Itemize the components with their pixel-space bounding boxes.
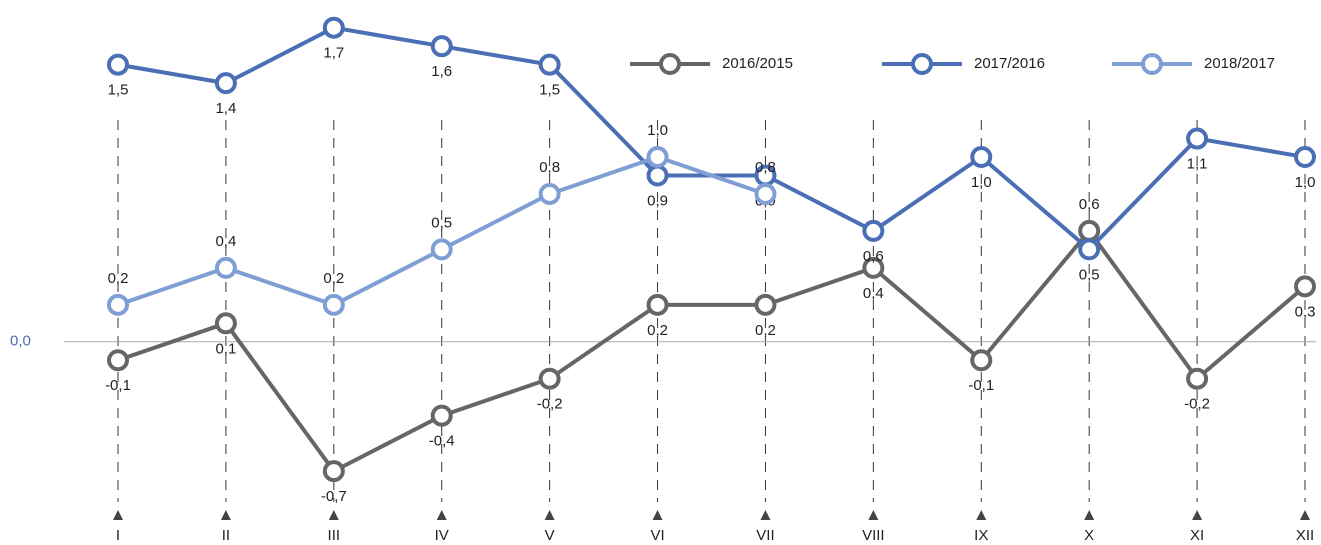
x-tick-label: X xyxy=(1084,527,1094,544)
x-tick-label: VI xyxy=(650,527,664,544)
y-tick-label: 0,0 xyxy=(10,333,31,350)
point xyxy=(430,404,453,427)
point xyxy=(646,164,669,187)
data-label: 0,8 xyxy=(755,159,776,176)
data-label: 0,1 xyxy=(215,340,236,357)
axis-arrow xyxy=(544,510,555,520)
data-label: 1,5 xyxy=(108,82,129,99)
data-label: 0,6 xyxy=(1079,196,1100,213)
axis-arrow xyxy=(113,510,123,520)
legend-marker xyxy=(1141,53,1163,75)
x-tick-label: XII xyxy=(1296,527,1314,544)
data-label: 1,1 xyxy=(1187,156,1208,173)
data-label: 1,5 xyxy=(539,82,560,99)
legend-marker xyxy=(911,53,933,75)
data-label: 0,2 xyxy=(108,270,129,287)
data-label: 0,8 xyxy=(539,159,560,176)
data-label: -0,2 xyxy=(537,396,563,413)
x-tick-label: III xyxy=(328,527,341,544)
point xyxy=(862,256,885,279)
point xyxy=(1186,127,1209,150)
data-label: 1,0 xyxy=(647,122,668,139)
axis-arrow xyxy=(976,510,987,520)
x-tick-label: XI xyxy=(1190,527,1204,544)
data-label: 0,2 xyxy=(755,322,776,339)
point xyxy=(1294,146,1316,169)
point xyxy=(214,312,237,335)
axis-arrow xyxy=(1192,510,1203,520)
data-label: 1,7 xyxy=(323,45,344,62)
x-tick-label: V xyxy=(545,527,555,544)
data-label: -0,7 xyxy=(321,488,347,505)
legend-label: 2018/2017 xyxy=(1204,55,1275,72)
point xyxy=(1078,219,1101,242)
data-label: -0,1 xyxy=(105,377,131,394)
data-label: 0,4 xyxy=(215,233,236,250)
legend-marker xyxy=(659,53,681,75)
point xyxy=(754,182,777,205)
axis-arrow xyxy=(1084,510,1095,520)
point xyxy=(322,460,345,483)
axis-arrow xyxy=(1300,510,1310,520)
axis-arrow xyxy=(868,510,879,520)
data-label: -0,2 xyxy=(1184,396,1210,413)
data-label: 0,5 xyxy=(431,214,452,231)
axis-arrow xyxy=(220,510,231,520)
data-label: -0,4 xyxy=(429,433,455,450)
point xyxy=(1078,238,1101,261)
point xyxy=(538,182,561,205)
series-line xyxy=(117,25,1306,253)
data-label: 0,4 xyxy=(863,285,884,302)
data-label: 1,0 xyxy=(971,174,992,191)
axis-arrow xyxy=(328,510,339,520)
data-label: 0,5 xyxy=(1079,266,1100,283)
point xyxy=(538,53,561,76)
legend-label: 2017/2016 xyxy=(974,55,1045,72)
data-label: 0,2 xyxy=(647,322,668,339)
point xyxy=(107,349,129,372)
point xyxy=(646,293,669,316)
data-label: 0,9 xyxy=(647,192,668,209)
data-label: 0,6 xyxy=(863,248,884,265)
point xyxy=(646,146,669,169)
point xyxy=(322,293,345,316)
point xyxy=(970,146,993,169)
point xyxy=(1294,275,1316,298)
x-tick-label: IX xyxy=(974,527,988,544)
point xyxy=(107,53,129,76)
data-label: 0,2 xyxy=(323,270,344,287)
x-tick-label: VIII xyxy=(862,527,885,544)
point xyxy=(430,35,453,58)
x-tick-label: I xyxy=(116,527,120,544)
point xyxy=(214,72,237,95)
legend-label: 2016/2015 xyxy=(722,55,793,72)
series-line xyxy=(117,227,1307,474)
point xyxy=(107,293,129,316)
data-label: 0,3 xyxy=(1295,303,1316,320)
x-tick-label: VII xyxy=(756,527,774,544)
point xyxy=(538,367,561,390)
point xyxy=(754,293,777,316)
point xyxy=(970,349,993,372)
axis-arrow xyxy=(652,510,663,520)
point xyxy=(862,219,885,242)
data-label: 1,4 xyxy=(215,100,236,117)
point xyxy=(430,238,453,261)
point xyxy=(1186,367,1209,390)
data-label: 1,6 xyxy=(431,63,452,80)
point xyxy=(214,256,237,279)
axis-arrow xyxy=(760,510,771,520)
point xyxy=(322,16,345,39)
axis-arrow xyxy=(436,510,447,520)
x-tick-label: II xyxy=(222,527,230,544)
x-tick-label: IV xyxy=(435,527,449,544)
data-label: 1,0 xyxy=(1295,174,1316,191)
data-label: -0,1 xyxy=(968,377,994,394)
